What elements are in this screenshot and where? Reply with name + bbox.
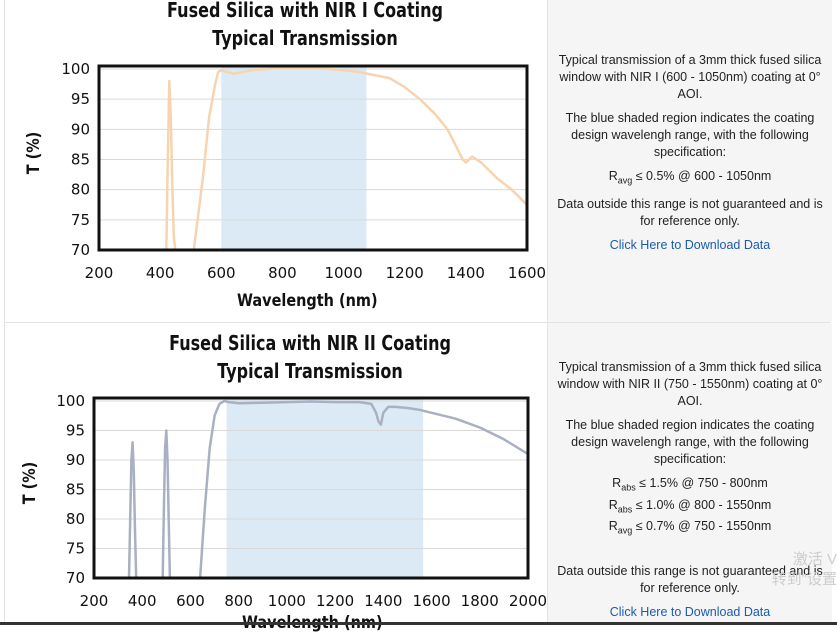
x-tick-label: 1400 — [364, 592, 402, 610]
plot-frame — [92, 396, 530, 580]
design-range-shade — [226, 399, 424, 577]
y-tick-label: 90 — [66, 451, 85, 469]
info-panel: Typical transmission of a 3mm thick fuse… — [547, 323, 832, 622]
spec-list: Ravg ≤ 0.5% @ 600 - 1050nm — [548, 168, 832, 190]
x-tick-label: 1600 — [508, 264, 546, 282]
x-tick-label: 1400 — [447, 264, 485, 282]
x-tick-label: 600 — [176, 592, 205, 610]
shaded-region-note: The blue shaded region indicates the coa… — [565, 111, 815, 159]
y-tick-label: 85 — [66, 480, 85, 498]
transmission-chart: 70 75 80 85 90 95 100 200 400 600 800 1000 1200 1400 1… — [56, 392, 547, 610]
shaded-region-note: The blue shaded region indicates the coa… — [565, 418, 815, 466]
spec-line: Ravg ≤ 0.7% @ 750 - 1550nm — [548, 518, 832, 540]
x-tick-label: 800 — [268, 264, 297, 282]
x-tick-label: 1000 — [268, 592, 306, 610]
spec-subscript: abs — [621, 482, 636, 493]
spec-line: Rabs ≤ 1.0% @ 800 - 1550nm — [548, 497, 832, 519]
chart-title-line1: Fused Silica with NIR II Coating — [169, 331, 451, 355]
y-tick-label: 70 — [66, 569, 85, 587]
spec-value: ≤ 1.5% @ 750 - 800nm — [635, 476, 768, 490]
y-tick-label: 75 — [66, 539, 85, 557]
activation-watermark: 激活 V 转到"设置 — [772, 550, 837, 590]
y-tick-label: 95 — [71, 90, 90, 108]
download-data-link[interactable]: Click Here to Download Data — [609, 237, 771, 252]
chart-area: Fused Silica with NIR II Coating Typical… — [5, 323, 547, 633]
y-tick-label: 80 — [71, 181, 90, 199]
x-tick-label: 400 — [146, 264, 175, 282]
description-text: Typical transmission of a 3mm thick fuse… — [558, 53, 822, 101]
outside-range-note: Data outside this range is not guarantee… — [557, 563, 823, 595]
y-tick-label: 70 — [71, 241, 90, 259]
watermark-line1: 激活 V — [792, 551, 837, 568]
spec-line: Rabs ≤ 1.5% @ 750 - 800nm — [548, 475, 832, 497]
x-tick-label: 800 — [224, 592, 253, 610]
download-data-link[interactable]: Click Here to Download Data — [609, 604, 771, 619]
y-tick-label: 95 — [66, 421, 85, 439]
outside-range-note: Data outside this range is not guarantee… — [557, 196, 823, 228]
chart-title-line2: Typical Transmission — [217, 359, 403, 383]
y-tick-label: 85 — [71, 151, 90, 169]
bottom-divider — [0, 622, 837, 625]
y-tick-label: 75 — [71, 211, 90, 229]
chart-title: Fused Silica with NIR I Coating Typical … — [97, 0, 513, 52]
y-tick-label: 100 — [61, 60, 90, 78]
x-tick-label: 400 — [128, 592, 157, 610]
x-tick-label: 1800 — [461, 592, 499, 610]
spec-value: ≤ 0.7% @ 750 - 1550nm — [632, 519, 772, 533]
y-tick-label: 80 — [66, 510, 85, 528]
spec-subscript: avg — [617, 175, 633, 186]
chart-area: Fused Silica with NIR I Coating Typical … — [5, 0, 547, 322]
spec-list: Rabs ≤ 1.5% @ 750 - 800nm Rabs ≤ 1.0% @ 8… — [548, 475, 832, 540]
transmission-curve — [127, 399, 528, 578]
x-tick-label: 1000 — [324, 264, 362, 282]
chart-title-line1: Fused Silica with NIR I Coating — [167, 0, 443, 22]
description-text: Typical transmission of a 3mm thick fuse… — [557, 360, 823, 408]
chart-title: Fused Silica with NIR II Coating Typical… — [102, 329, 518, 385]
design-range-shade — [221, 67, 367, 249]
spec-value: ≤ 0.5% @ 600 - 1050nm — [632, 169, 772, 183]
chart-title-line2: Typical Transmission — [212, 26, 398, 50]
x-tick-label: 600 — [207, 264, 236, 282]
x-tick-label: 200 — [85, 264, 114, 282]
spec-symbol: R — [608, 497, 618, 512]
spec-value: ≤ 1.0% @ 800 - 1550nm — [632, 497, 772, 512]
watermark-line2: 转到"设置 — [771, 571, 837, 588]
x-tick-label: 1600 — [412, 592, 450, 610]
spec-line: Ravg ≤ 0.5% @ 600 - 1050nm — [548, 168, 832, 190]
plot-frame — [97, 64, 529, 252]
y-tick-label: 100 — [56, 392, 85, 410]
x-axis-label: Wavelength (nm) — [237, 291, 378, 311]
transmission-curve — [165, 66, 527, 250]
chart-panel-nir-i: Fused Silica with NIR I Coating Typical … — [4, 0, 832, 322]
spec-subscript: abs — [617, 504, 633, 514]
y-tick-label: 90 — [71, 120, 90, 138]
info-panel: Typical transmission of a 3mm thick fuse… — [547, 0, 832, 322]
spec-symbol: R — [608, 169, 618, 183]
spec-symbol: R — [608, 519, 618, 533]
x-tick-label: 1200 — [386, 264, 424, 282]
x-tick-label: 1200 — [316, 592, 354, 610]
x-tick-label: 2000 — [509, 592, 547, 610]
spec-subscript: avg — [617, 525, 633, 536]
x-tick-label: 200 — [80, 592, 109, 610]
spec-symbol: R — [612, 476, 622, 490]
chart-panel-nir-ii: Fused Silica with NIR II Coating Typical… — [4, 322, 832, 633]
transmission-chart: 70 75 80 85 90 95 100 200 400 600 800 1000 1200 1400 1… — [61, 60, 546, 282]
